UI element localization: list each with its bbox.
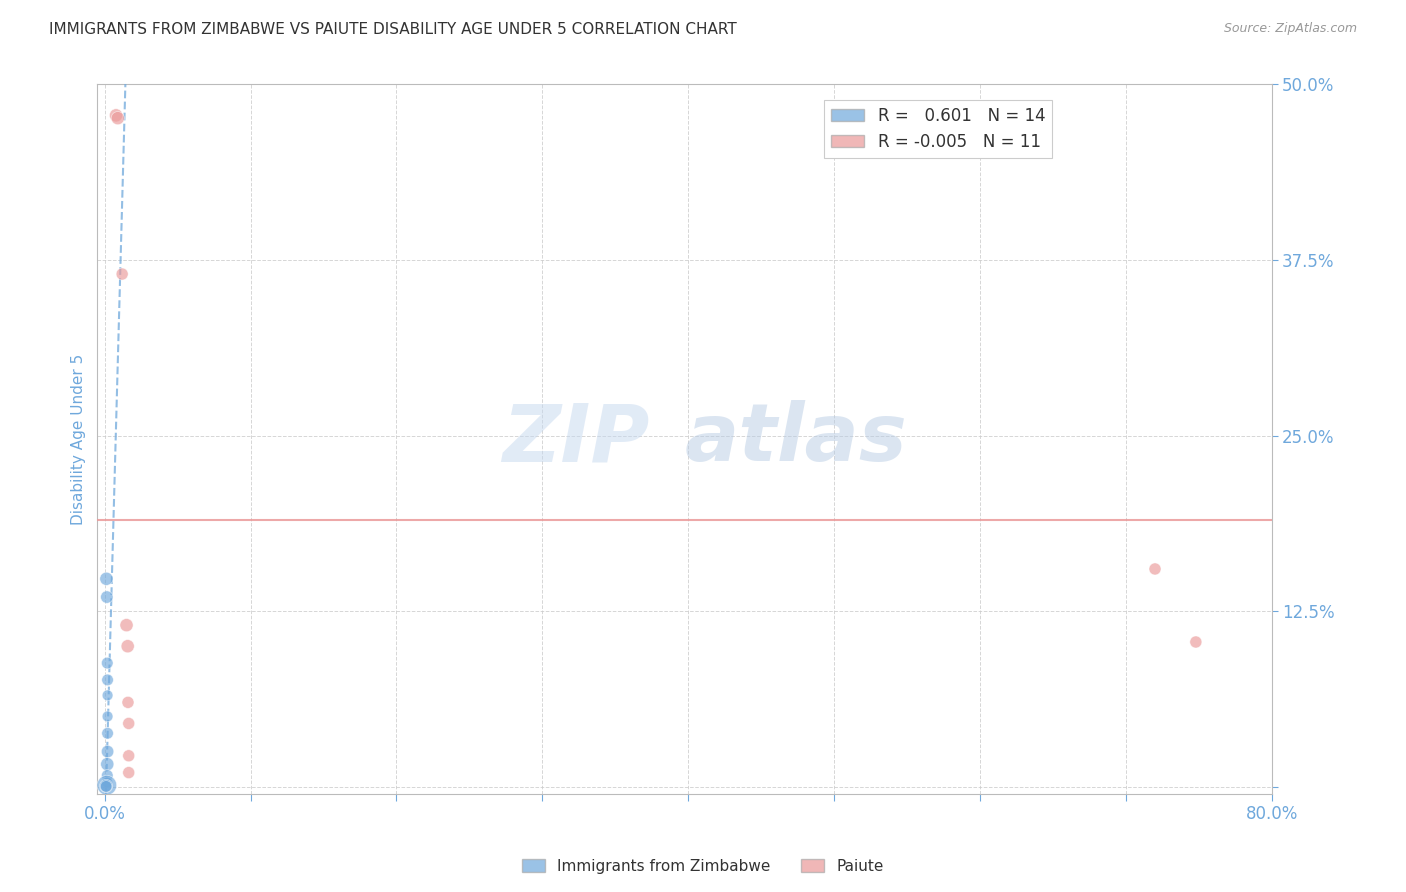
Point <box>117 639 139 653</box>
Point <box>96 590 118 604</box>
Point <box>118 716 141 731</box>
Point <box>111 267 134 281</box>
Point <box>97 726 120 740</box>
Point <box>107 111 129 125</box>
Point <box>96 768 118 782</box>
Point <box>1185 635 1208 649</box>
Point <box>97 673 120 687</box>
Point <box>115 618 138 632</box>
Point <box>96 775 118 789</box>
Point <box>97 689 120 703</box>
Point <box>1143 562 1166 576</box>
Text: ZIP: ZIP <box>502 400 650 478</box>
Text: Source: ZipAtlas.com: Source: ZipAtlas.com <box>1223 22 1357 36</box>
Text: IMMIGRANTS FROM ZIMBABWE VS PAIUTE DISABILITY AGE UNDER 5 CORRELATION CHART: IMMIGRANTS FROM ZIMBABWE VS PAIUTE DISAB… <box>49 22 737 37</box>
Point <box>118 765 141 780</box>
Point <box>97 709 120 723</box>
Point <box>105 108 128 122</box>
Text: atlas: atlas <box>685 400 907 478</box>
Y-axis label: Disability Age Under 5: Disability Age Under 5 <box>72 353 86 524</box>
Point <box>96 778 118 792</box>
Point <box>96 656 118 670</box>
Point <box>94 780 117 794</box>
Point <box>117 695 139 709</box>
Point <box>97 745 120 759</box>
Point <box>96 757 118 772</box>
Point <box>118 748 141 763</box>
Point <box>96 572 118 586</box>
Legend: R =   0.601   N = 14, R = -0.005   N = 11: R = 0.601 N = 14, R = -0.005 N = 11 <box>824 100 1052 158</box>
Point <box>94 779 117 793</box>
Legend: Immigrants from Zimbabwe, Paiute: Immigrants from Zimbabwe, Paiute <box>516 853 890 880</box>
